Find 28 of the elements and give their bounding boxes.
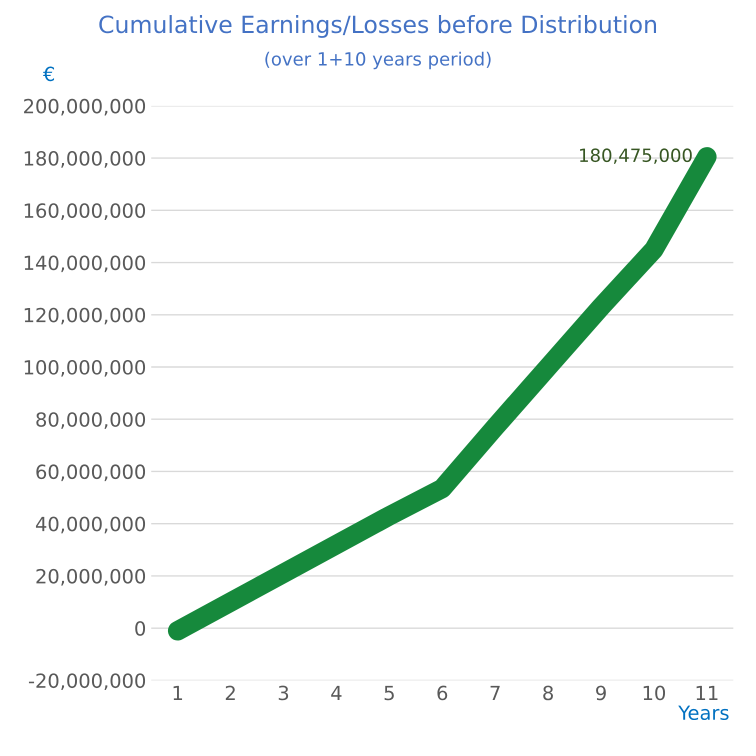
y-tick-label: 40,000,000 <box>36 516 146 534</box>
y-tick-label: 0 <box>135 621 146 636</box>
x-tick-label: 3 <box>278 686 288 700</box>
x-tick-label: 11 <box>696 686 718 700</box>
y-tick-label: 120,000,000 <box>24 308 146 324</box>
x-tick-label: 6 <box>437 686 448 700</box>
x-axis-title: Years <box>678 706 729 720</box>
y-tick-label: 160,000,000 <box>24 203 146 220</box>
y-tick-label: -20,000,000 <box>28 673 146 690</box>
x-tick-label: 8 <box>543 686 553 700</box>
y-tick-label: 20,000,000 <box>36 568 146 586</box>
y-tick-label: 60,000,000 <box>36 464 146 482</box>
chart-title: Cumulative Earnings/Losses before Distribution <box>99 15 656 38</box>
y-tick-label: 80,000,000 <box>36 412 146 429</box>
chart-subtitle: (over 1+10 years period) <box>265 52 491 70</box>
x-tick-label: 2 <box>226 686 235 700</box>
y-tick-label: 140,000,000 <box>24 255 146 272</box>
y-tick-label: 180,000,000 <box>24 151 146 168</box>
y-axis-title: € <box>42 66 54 82</box>
x-tick-label: 7 <box>490 686 500 700</box>
y-tick-label: 200,000,000 <box>24 98 146 116</box>
x-tick-label: 10 <box>644 686 666 700</box>
data-label: 180,475,000 <box>580 148 692 164</box>
y-tick-label: 100,000,000 <box>24 360 146 377</box>
x-tick-label: 9 <box>596 686 606 700</box>
x-tick-label: 5 <box>384 686 394 700</box>
x-tick-label: 4 <box>331 686 342 700</box>
x-tick-label: 1 <box>174 686 182 700</box>
